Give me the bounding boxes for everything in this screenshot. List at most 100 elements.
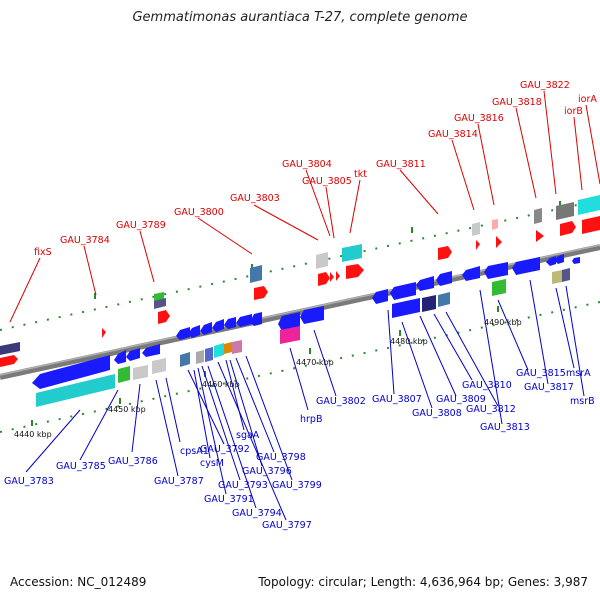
label-gau3798: GAU_3798 bbox=[256, 452, 306, 463]
gene-arrow-g[interactable] bbox=[250, 312, 262, 326]
label-gau3813: GAU_3813 bbox=[480, 422, 530, 433]
label-iorB: iorB bbox=[564, 106, 583, 117]
gene-small-arrow-1[interactable] bbox=[546, 256, 556, 266]
gene-gau3815b[interactable] bbox=[484, 262, 508, 279]
gene-gau3793[interactable] bbox=[180, 352, 190, 367]
label-gau3789: GAU_3789 bbox=[116, 220, 166, 231]
gene-gau3822[interactable] bbox=[556, 202, 574, 220]
gene-gau3791[interactable] bbox=[196, 350, 204, 364]
gene-tkt-b[interactable] bbox=[346, 264, 364, 279]
gene-gau3814-b[interactable] bbox=[476, 240, 480, 250]
gene-sgaA[interactable] bbox=[224, 342, 232, 354]
gene-gau3811[interactable] bbox=[438, 246, 452, 260]
label-gau3800: GAU_3800 bbox=[174, 207, 224, 218]
gene-gau3810[interactable] bbox=[422, 295, 436, 312]
gene-gau3804[interactable] bbox=[318, 272, 330, 286]
gene-gau3805[interactable] bbox=[330, 272, 334, 282]
gene-gau3816[interactable] bbox=[492, 219, 498, 230]
reverse-leader-lines bbox=[25, 279, 585, 521]
label-gau3792: GAU_3792 bbox=[200, 444, 250, 455]
label-gau3809: GAU_3809 bbox=[436, 394, 486, 405]
label-hrpB: hrpB bbox=[300, 414, 322, 425]
genome-axis-highlight bbox=[0, 244, 600, 376]
forward-leader-lines bbox=[9, 90, 600, 323]
label-gau3807: GAU_3807 bbox=[372, 394, 422, 405]
label-gau3784: GAU_3784 bbox=[60, 235, 110, 246]
gene-gau3802[interactable] bbox=[300, 306, 324, 324]
gene-gau3818[interactable] bbox=[534, 208, 542, 224]
gene-gau3784[interactable] bbox=[102, 328, 106, 338]
gene-gau3797[interactable] bbox=[214, 343, 224, 358]
kbp-label-4460: 4460 kbp bbox=[202, 380, 240, 389]
gene-gau3812[interactable] bbox=[438, 292, 450, 307]
label-gau3804: GAU_3804 bbox=[282, 159, 332, 170]
label-gau3803: GAU_3803 bbox=[230, 193, 280, 204]
gene-gau3787[interactable] bbox=[118, 366, 130, 383]
gene-cpsA1[interactable] bbox=[133, 365, 148, 380]
label-gau3811: GAU_3811 bbox=[376, 159, 426, 170]
diagram-title: Gemmatimonas aurantiaca T-27, complete g… bbox=[132, 10, 468, 25]
gene-gau3810b[interactable] bbox=[436, 271, 452, 286]
gene-fixS[interactable] bbox=[0, 355, 18, 367]
gene-arrow-b[interactable] bbox=[188, 325, 200, 338]
gene-msrB-2[interactable] bbox=[562, 268, 570, 282]
label-gau3808: GAU_3808 bbox=[412, 408, 462, 419]
gene-arrow-e[interactable] bbox=[224, 317, 236, 329]
label-msrA: msrA bbox=[566, 368, 591, 379]
gene-gau3808[interactable] bbox=[390, 282, 416, 300]
gene-gau3815[interactable] bbox=[462, 266, 480, 281]
gene-iorA[interactable] bbox=[578, 195, 600, 215]
label-gau3793: GAU_3793 bbox=[218, 480, 268, 491]
gene-small-2[interactable] bbox=[126, 348, 140, 361]
gene-gau3805-b[interactable] bbox=[336, 271, 340, 281]
gene-arrow-c[interactable] bbox=[200, 322, 212, 335]
gene-gau3789-b[interactable] bbox=[154, 298, 166, 309]
label-gau3816: GAU_3816 bbox=[454, 113, 504, 124]
gene-hrpB-2[interactable] bbox=[280, 326, 300, 344]
gene-msrA[interactable] bbox=[512, 257, 540, 275]
label-gau3791: GAU_3791 bbox=[204, 494, 254, 505]
gene-gau3813[interactable] bbox=[416, 276, 434, 291]
forward-strand-genes bbox=[0, 195, 600, 367]
gene-gau3794[interactable] bbox=[205, 347, 213, 362]
kbp-label-4470: 4470 kbp bbox=[296, 358, 334, 367]
label-gau3818: GAU_3818 bbox=[492, 97, 542, 108]
genome-summary-text: Topology: circular; Length: 4,636,964 bp… bbox=[258, 575, 588, 589]
label-tkt: tkt bbox=[354, 169, 367, 180]
gene-tiny-1[interactable] bbox=[572, 257, 580, 264]
label-gau3794: GAU_3794 bbox=[232, 508, 282, 519]
gene-gau3783[interactable] bbox=[0, 342, 20, 355]
gene-gau3800[interactable] bbox=[250, 265, 262, 283]
gene-gau3807[interactable] bbox=[372, 289, 388, 304]
gene-gau3800-b[interactable] bbox=[254, 286, 268, 300]
gene-tkt[interactable] bbox=[342, 244, 362, 262]
gene-iorB[interactable] bbox=[560, 221, 576, 236]
gene-small-arrow-2[interactable] bbox=[554, 254, 564, 264]
label-gau3783: GAU_3783 bbox=[4, 476, 54, 487]
gene-gau3809[interactable] bbox=[392, 298, 420, 318]
gene-arrow-a[interactable] bbox=[176, 327, 190, 340]
gene-gau3803[interactable] bbox=[316, 252, 328, 269]
gene-arrow-f[interactable] bbox=[236, 314, 252, 327]
label-gau3815: GAU_3815 bbox=[516, 368, 566, 379]
gene-small-3[interactable] bbox=[142, 344, 160, 357]
label-msrB: msrB bbox=[570, 396, 595, 407]
gene-gau3817[interactable] bbox=[492, 279, 506, 296]
gene-iorA-b[interactable] bbox=[582, 216, 600, 234]
gene-arrow-d[interactable] bbox=[212, 319, 224, 332]
label-gau3799: GAU_3799 bbox=[272, 480, 322, 491]
gene-gau3785[interactable] bbox=[32, 355, 110, 389]
label-cysM: cysM bbox=[200, 458, 224, 469]
gene-gau3786[interactable] bbox=[36, 374, 115, 407]
gene-gau3789-c[interactable] bbox=[158, 310, 170, 324]
gene-gau3814[interactable] bbox=[472, 222, 480, 236]
gene-msrB[interactable] bbox=[552, 270, 562, 284]
accession-text: Accession: NC_012489 bbox=[10, 575, 147, 589]
gene-gau3792[interactable] bbox=[152, 358, 166, 374]
gene-small-1[interactable] bbox=[114, 350, 126, 364]
gene-gau3796[interactable] bbox=[232, 340, 242, 354]
gene-gau3818-b[interactable] bbox=[536, 230, 544, 242]
gene-gau3816-b[interactable] bbox=[496, 236, 502, 248]
gene-hrpB[interactable] bbox=[278, 312, 300, 331]
